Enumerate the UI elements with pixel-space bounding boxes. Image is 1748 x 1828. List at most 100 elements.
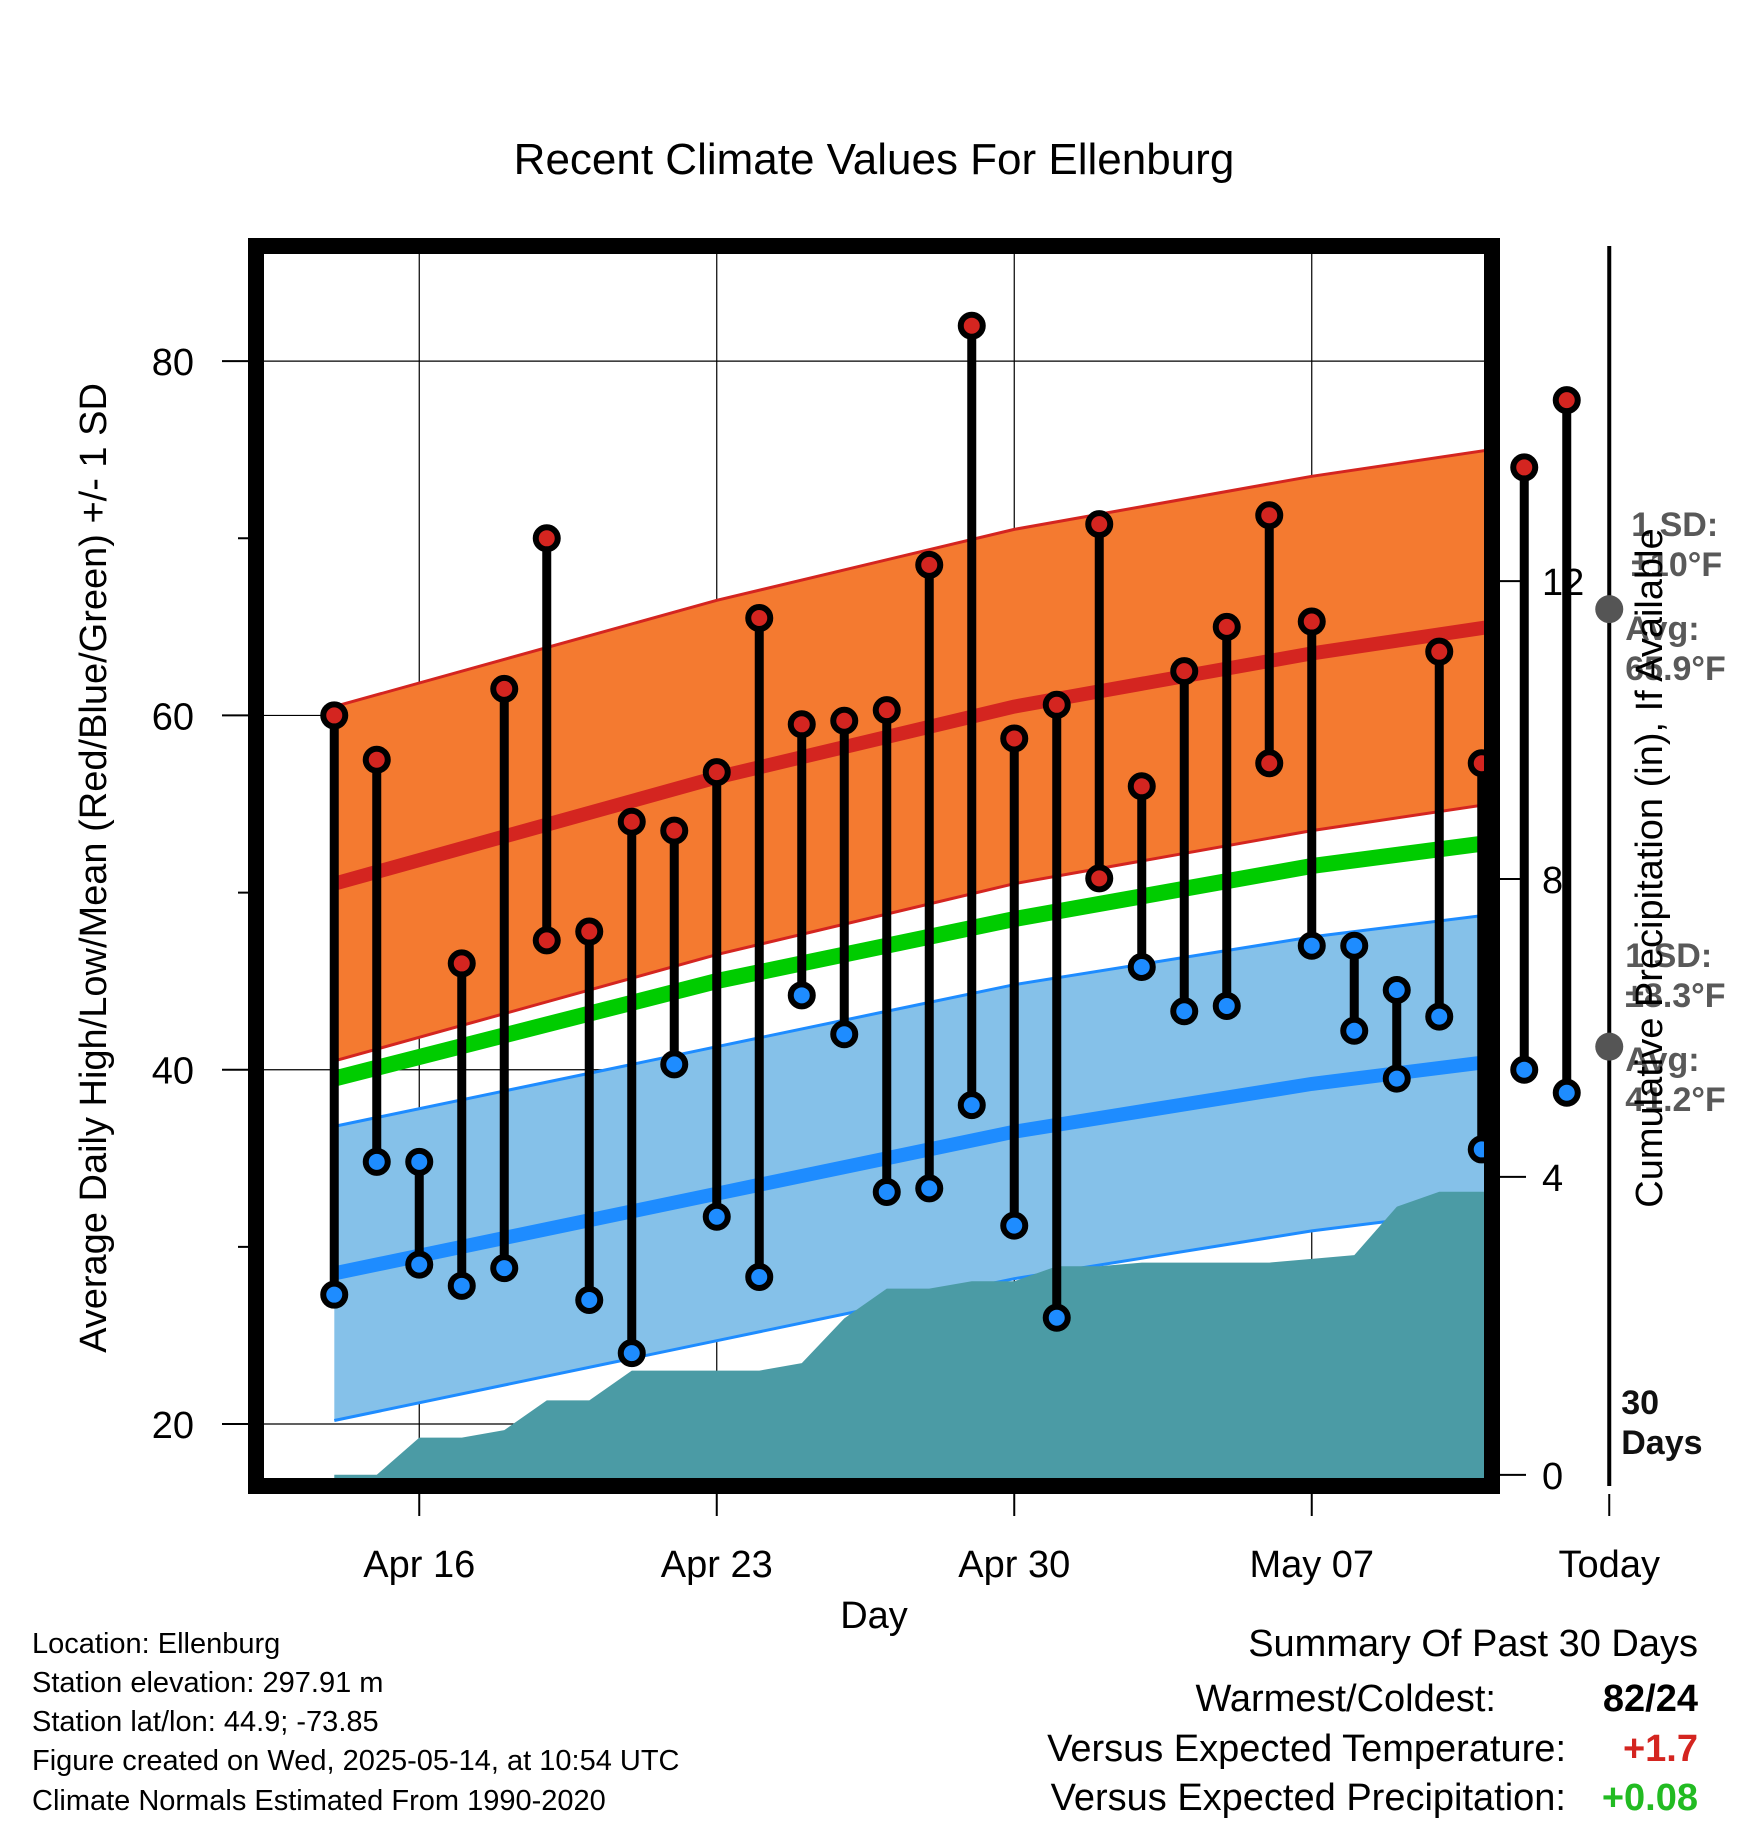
- high-avg-annotation: Avg:: [1625, 610, 1699, 648]
- daily-high-point: [1000, 724, 1029, 753]
- summary-temp-label: Versus Expected Temperature:: [1047, 1728, 1566, 1770]
- x-tick-label: Apr 16: [363, 1544, 475, 1586]
- daily-low-point: [1552, 1078, 1581, 1107]
- footer-elevation: Station elevation: 297.91 m: [32, 1667, 383, 1699]
- daily-high-point: [1382, 976, 1411, 1004]
- daily-low-point: [1382, 1064, 1411, 1093]
- summary-warmest-value: 82/24: [1603, 1678, 1698, 1720]
- daily-high-point: [1552, 386, 1581, 415]
- daily-low-point: [405, 1250, 434, 1279]
- daily-high-point: [660, 816, 689, 845]
- footer-normals: Climate Normals Estimated From 1990-2020: [32, 1785, 606, 1817]
- daily-low-point: [957, 1091, 986, 1120]
- y-tick-label: 80: [152, 342, 194, 384]
- daily-low-point: [1340, 1016, 1369, 1045]
- y-tick-label: 60: [152, 696, 194, 738]
- high-sd-annotation: 1 SD:: [1631, 506, 1718, 544]
- y-tick-label: 20: [152, 1405, 194, 1447]
- low-sd-lower-line: [333, 1207, 1486, 1422]
- daily-high-point: [1425, 637, 1454, 666]
- daily-low-point: [1425, 1002, 1454, 1031]
- daily-high-point: [1212, 612, 1241, 641]
- x-tick-label: Apr 30: [958, 1544, 1070, 1586]
- x-tick-label: May 07: [1249, 1544, 1374, 1586]
- daily-low-point: [532, 926, 561, 955]
- daily-low-point: [1127, 952, 1156, 981]
- x-axis-label: Day: [840, 1595, 908, 1637]
- daily-high-point: [1042, 690, 1071, 719]
- daily-low-point: [660, 1050, 689, 1079]
- daily-low-point: [617, 1339, 646, 1368]
- summary-precip-label: Versus Expected Precipitation:: [1051, 1777, 1566, 1819]
- chart-title: Recent Climate Values For Ellenburg: [514, 135, 1235, 184]
- daily-low-point: [1297, 931, 1326, 960]
- daily-high-point: [915, 550, 944, 579]
- y2-tick-label: 12: [1542, 562, 1584, 604]
- low-sd-annotation: ±8.3°F: [1625, 977, 1725, 1015]
- precip-area: [334, 1191, 1486, 1486]
- daily-high-point: [957, 311, 986, 340]
- daily-low-point: [490, 1254, 519, 1283]
- daily-high-point: [362, 745, 391, 774]
- daily-low-point: [1042, 1303, 1071, 1332]
- daily-values: [320, 311, 1581, 1368]
- daily-high-point: [1297, 607, 1326, 636]
- summary-panel: Summary Of Past 30 Days Warmest/Coldest:…: [1047, 1623, 1698, 1819]
- axes: 20 40 60 80 0 4 8 12 Apr 16 Apr 23 Apr 30 May 07 Tod…: [152, 342, 1660, 1586]
- footer-info: Location: Ellenburg Station elevation: 2…: [32, 1628, 680, 1817]
- daily-low-point: [1000, 1211, 1029, 1240]
- daily-high-point: [405, 1147, 434, 1176]
- daily-high-point: [745, 604, 774, 632]
- plot-frame: [248, 238, 1500, 1494]
- y2-tick-label: 8: [1542, 860, 1563, 902]
- footer-created: Figure created on Wed, 2025-05-14, at 10…: [32, 1745, 680, 1777]
- daily-high-point: [1255, 501, 1284, 530]
- daily-low-point: [745, 1262, 774, 1291]
- daily-high-point: [447, 949, 476, 978]
- high-sd-annotation: ±10°F: [1631, 546, 1722, 584]
- daily-low-point: [362, 1147, 391, 1176]
- days-window-label: 30: [1621, 1384, 1659, 1422]
- daily-high-point: [872, 696, 901, 725]
- daily-high-point: [575, 917, 604, 946]
- summary-warmest-label: Warmest/Coldest:: [1195, 1678, 1496, 1720]
- daily-low-point: [575, 1286, 604, 1314]
- today-low-dot: [1595, 1032, 1624, 1061]
- y-axis-label: Average Daily High/Low/Mean (Red/Blue/Gr…: [73, 383, 115, 1353]
- daily-high-point: [617, 807, 646, 836]
- daily-high-point: [830, 706, 859, 735]
- daily-high-point: [787, 710, 816, 739]
- summary-title: Summary Of Past 30 Days: [1248, 1623, 1698, 1665]
- low-avg-annotation: Avg:: [1625, 1041, 1699, 1079]
- daily-high-point: [1510, 453, 1539, 482]
- daily-low-point: [1085, 864, 1114, 893]
- daily-low-point: [915, 1174, 944, 1203]
- summary-precip-value: +0.08: [1602, 1777, 1698, 1819]
- x-tick-label: Apr 23: [661, 1544, 773, 1586]
- days-window-label: Days: [1621, 1424, 1702, 1462]
- low-sd-band: [334, 915, 1486, 1421]
- high-sd-band: [334, 450, 1486, 1061]
- daily-high-point: [532, 524, 561, 553]
- x-tick-label: Today: [1559, 1544, 1660, 1586]
- daily-low-point: [320, 1280, 349, 1309]
- daily-high-point: [1170, 657, 1199, 686]
- footer-location: Location: Ellenburg: [32, 1628, 280, 1660]
- y2-axis-label: Cumulative Precipitation (in), If Availa…: [1629, 528, 1671, 1207]
- y2-tick-label: 4: [1542, 1158, 1563, 1200]
- daily-high-point: [1340, 931, 1369, 960]
- y2-tick-label: 0: [1542, 1456, 1563, 1498]
- today-high-dot: [1595, 595, 1624, 624]
- daily-low-point: [830, 1020, 859, 1049]
- high-sd-upper-line: [333, 448, 1486, 709]
- daily-high-point: [702, 758, 731, 787]
- daily-high-point: [320, 701, 349, 730]
- footer-latlon: Station lat/lon: 44.9; -73.85: [32, 1706, 379, 1738]
- daily-low-point: [872, 1177, 901, 1206]
- precipitation-layer: [334, 1191, 1486, 1486]
- daily-low-point: [1255, 749, 1284, 778]
- daily-high-point: [1127, 772, 1156, 801]
- y-tick-label: 40: [152, 1051, 194, 1093]
